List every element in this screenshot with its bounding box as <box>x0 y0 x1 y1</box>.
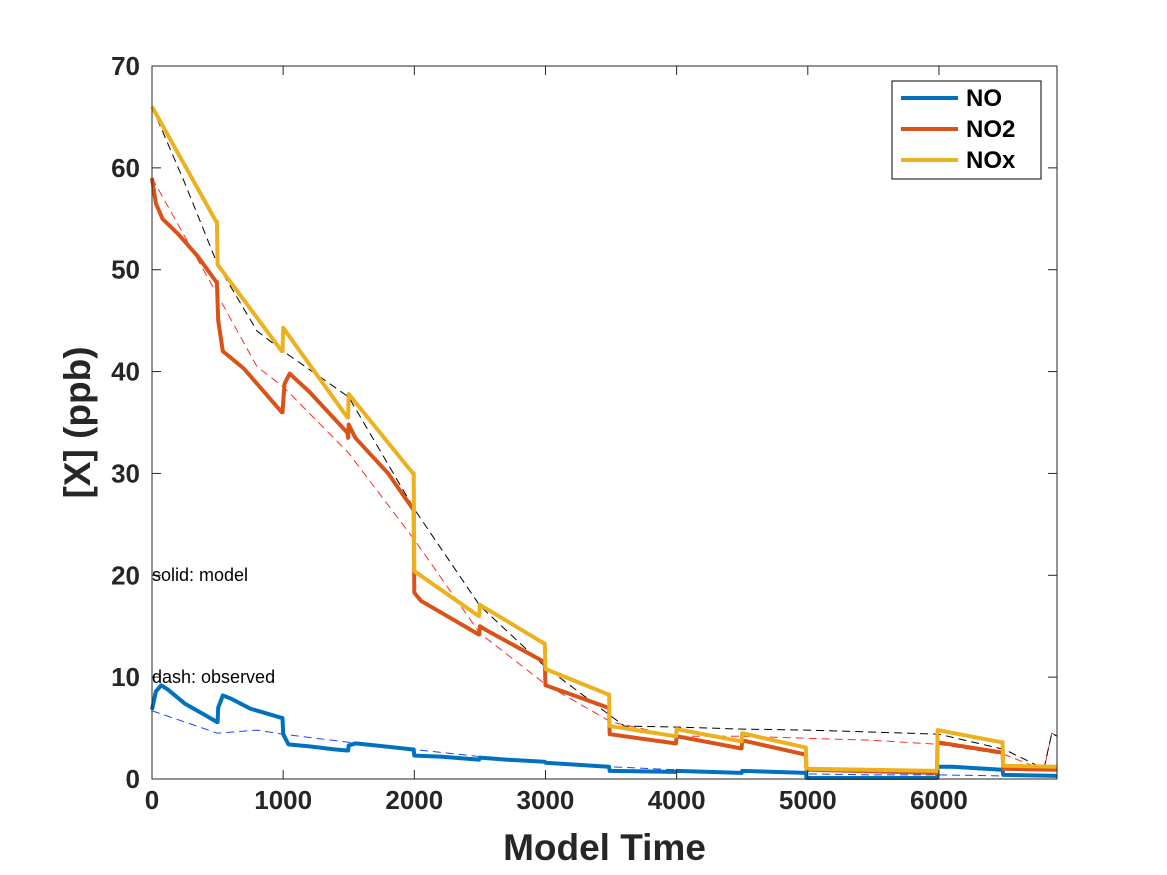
series-line-nox <box>150 105 1058 773</box>
y-tick-label: 60 <box>111 153 140 183</box>
annotation-model: solid: model <box>152 565 248 585</box>
axes-box <box>151 65 1058 780</box>
plot-area <box>152 66 1057 779</box>
x-tick-label: 6000 <box>910 785 968 815</box>
observed-line <box>151 106 1058 770</box>
x-axis-title: Model Time <box>503 827 706 868</box>
legend-label-nox: NOx <box>966 147 1016 174</box>
y-tick-label: 20 <box>111 560 140 590</box>
legend-label-no: NO <box>966 85 1002 112</box>
x-tick-label: 3000 <box>517 785 575 815</box>
y-axis-title: [X] (ppb) <box>57 346 98 498</box>
y-tick-label: 50 <box>111 255 140 285</box>
observed-line <box>151 177 1058 771</box>
x-tick-label: 0 <box>145 785 159 815</box>
x-tick-label: 5000 <box>779 785 837 815</box>
y-tick-label: 30 <box>111 458 140 488</box>
annotation-observed: dash: observed <box>152 667 275 687</box>
x-tick-label: 1000 <box>254 785 312 815</box>
y-tick-label: 40 <box>111 357 140 387</box>
series-layer <box>150 105 1058 780</box>
legend: NO NO2 NOx <box>891 80 1042 180</box>
y-tick-label: 70 <box>111 51 140 81</box>
y-tick-label: 10 <box>111 662 140 692</box>
x-tick-label: 4000 <box>648 785 706 815</box>
y-tick-label: 0 <box>126 764 140 794</box>
series-line-no <box>150 683 1058 780</box>
tick-layer: 0 1000 2000 3000 4000 5000 6000 0 10 20 30 40 50 60 70 <box>111 51 1057 815</box>
x-tick-label: 2000 <box>385 785 443 815</box>
legend-label-no2: NO2 <box>966 116 1015 143</box>
